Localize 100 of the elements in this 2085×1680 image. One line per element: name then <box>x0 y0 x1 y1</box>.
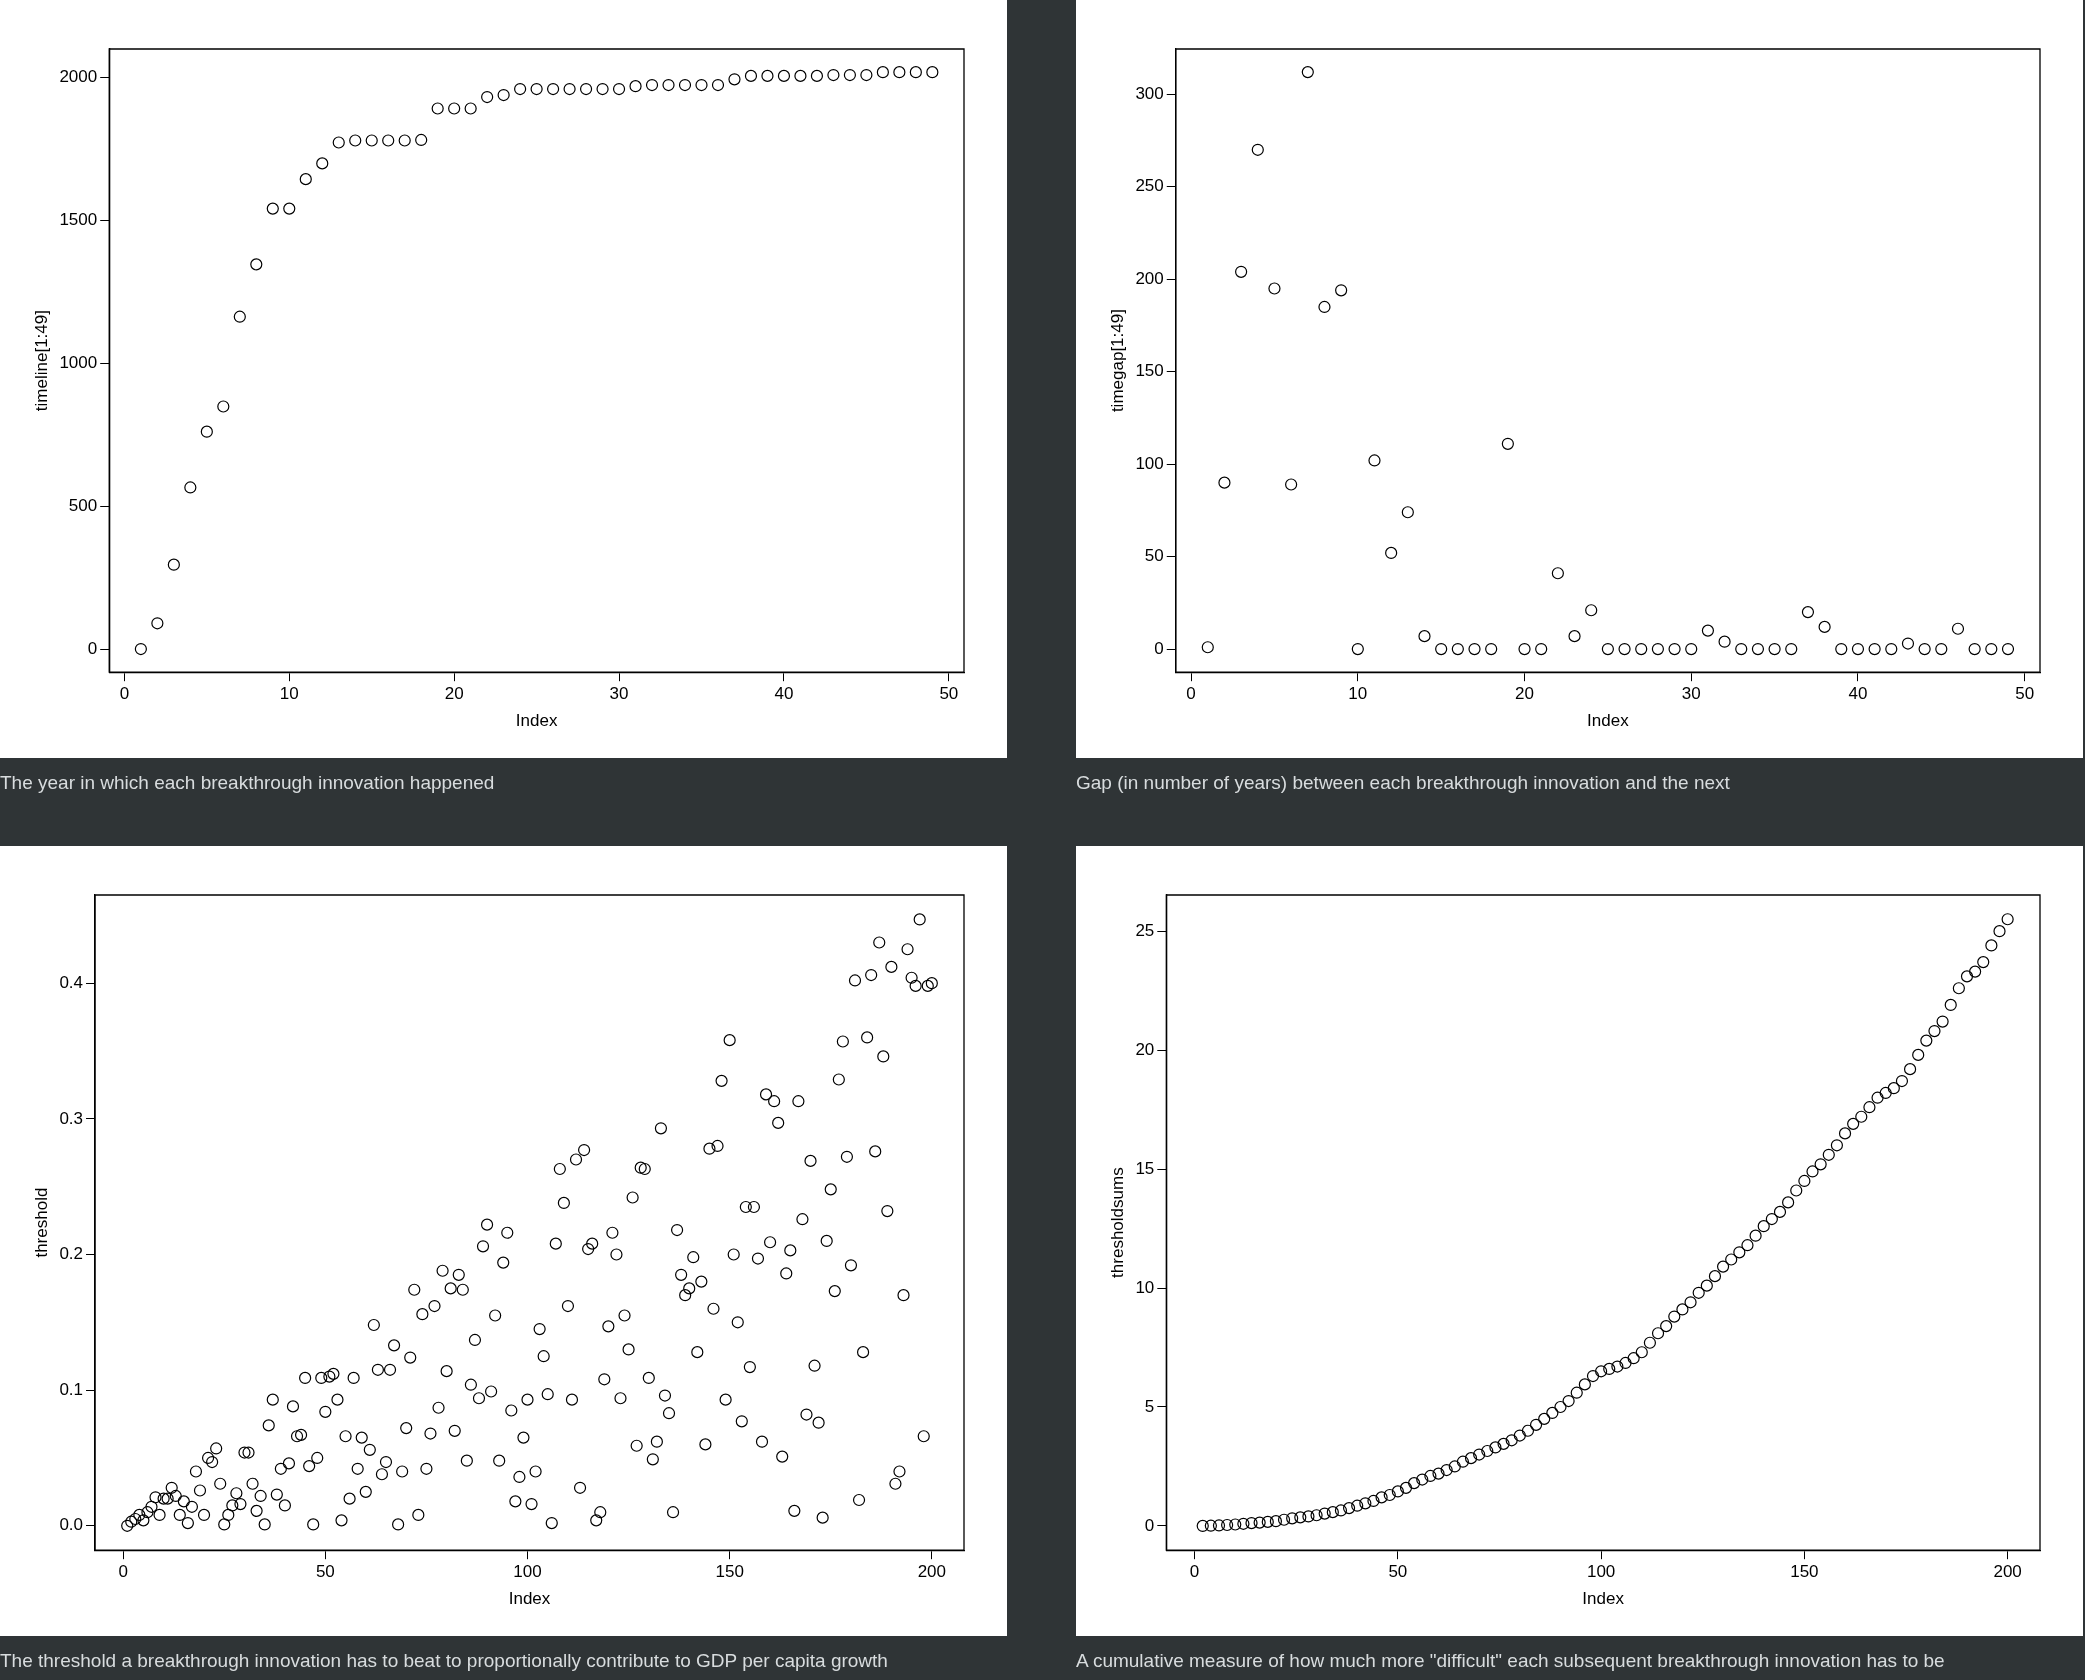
y-tick-label: 15 <box>1135 1158 1155 1178</box>
point <box>448 102 461 115</box>
point <box>744 69 758 82</box>
point <box>151 617 164 630</box>
point <box>1568 630 1581 643</box>
point <box>1501 437 1514 450</box>
point <box>1601 642 1614 656</box>
y-axis-title: threshold <box>31 1187 51 1258</box>
x-tick-label: 200 <box>1993 1562 2022 1582</box>
point <box>1368 454 1381 467</box>
point <box>1651 642 1664 656</box>
y-tick-label: 1500 <box>59 209 98 229</box>
text: The year in which each breakthrough innovation happened <box>0 771 496 794</box>
x-tick-label: 10 <box>1348 684 1368 704</box>
point <box>909 66 922 79</box>
point <box>1635 642 1648 656</box>
point <box>1968 642 1981 656</box>
point <box>728 73 741 86</box>
point <box>612 82 626 96</box>
point <box>1418 630 1431 643</box>
x-tick-label: 0 <box>1186 684 1196 704</box>
point <box>332 136 345 149</box>
y-tick-label: 250 <box>1135 176 1164 196</box>
y-tick-label: 500 <box>68 495 98 515</box>
point <box>860 68 873 82</box>
y-tick-label: 25 <box>1135 920 1155 940</box>
y-tick-label: 5 <box>1144 1396 1155 1416</box>
point <box>1935 642 1948 656</box>
y-tick-label: 0.3 <box>59 1108 84 1128</box>
point <box>1268 282 1281 295</box>
point <box>464 102 477 115</box>
point <box>398 134 411 147</box>
y-tick-label: 0 <box>1154 638 1164 658</box>
point <box>1901 637 1915 650</box>
point <box>645 78 659 92</box>
x-tick-label: 100 <box>1586 1562 1616 1582</box>
point <box>1351 642 1364 656</box>
point <box>250 258 263 271</box>
x-tick-label: 50 <box>315 1562 335 1582</box>
point <box>876 66 889 79</box>
point <box>596 82 609 96</box>
text: The threshold a breakthrough innovation has to beat to proportionally contribute to GDP per capita growth <box>0 1649 889 1672</box>
point <box>1851 642 1865 656</box>
point <box>1668 642 1681 656</box>
x-axis-title: Index <box>1582 1589 1625 1609</box>
point <box>1318 300 1331 314</box>
point <box>134 642 147 656</box>
y-tick-label: 0.2 <box>59 1244 84 1264</box>
point <box>794 69 807 82</box>
x-axis-title: Index <box>1587 711 1630 731</box>
y-tick-label: 10 <box>1135 1277 1155 1297</box>
point <box>233 310 246 323</box>
point <box>365 134 378 147</box>
point <box>1735 642 1748 656</box>
point <box>1201 641 1214 654</box>
point <box>1718 635 1731 648</box>
point <box>761 69 774 82</box>
point <box>415 133 428 147</box>
point <box>1785 642 1798 656</box>
y-axis-title: thresholdsums <box>1107 1167 1127 1278</box>
point <box>1551 567 1564 580</box>
y-tick-label: 50 <box>1144 546 1164 566</box>
x-tick-label: 50 <box>1388 1562 1408 1582</box>
y-tick-label: 100 <box>1135 453 1164 473</box>
point <box>843 68 856 82</box>
point <box>266 202 279 215</box>
point <box>695 78 708 92</box>
point <box>893 66 906 79</box>
point <box>1951 622 1965 635</box>
point <box>316 157 329 170</box>
point <box>1685 642 1698 656</box>
x-tick-label: 0 <box>119 684 130 704</box>
point <box>810 69 824 82</box>
point <box>1918 642 1931 656</box>
x-tick-label: 40 <box>774 684 794 704</box>
y-tick-label: 0 <box>1144 1515 1155 1535</box>
x-tick-label: 20 <box>1515 684 1534 704</box>
point <box>184 481 197 494</box>
point <box>1835 642 1848 656</box>
point <box>1335 284 1348 297</box>
point <box>1535 642 1548 656</box>
point <box>1618 642 1631 656</box>
point <box>1468 642 1481 656</box>
point <box>711 78 725 92</box>
x-tick-label: 0 <box>118 1562 128 1582</box>
point <box>563 82 576 96</box>
point <box>777 69 791 82</box>
point <box>1585 604 1598 617</box>
y-tick-label: 150 <box>1135 361 1164 381</box>
x-tick-label: 200 <box>917 1562 946 1582</box>
point <box>1385 546 1398 560</box>
point <box>2001 642 2015 656</box>
y-tick-label: 0.1 <box>59 1379 84 1399</box>
x-tick-label: 30 <box>1681 684 1701 704</box>
point <box>1885 642 1898 656</box>
x-tick-label: 30 <box>609 684 629 704</box>
y-tick-label: 300 <box>1135 83 1164 103</box>
point <box>1768 642 1781 656</box>
x-tick-label: 100 <box>513 1562 542 1582</box>
x-axis-title: Index <box>515 711 558 731</box>
